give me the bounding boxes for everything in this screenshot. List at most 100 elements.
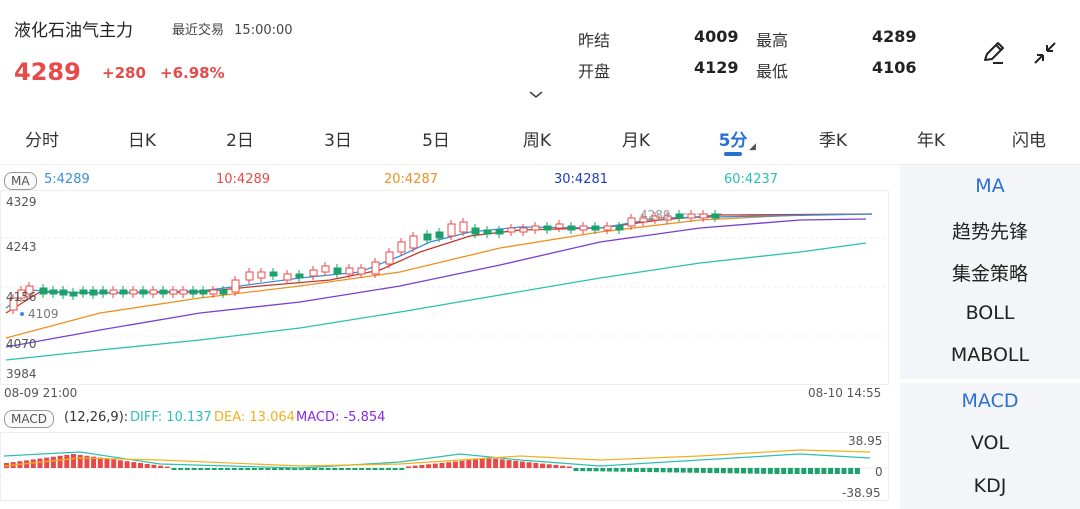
macd-bar	[627, 468, 633, 472]
candle-body	[149, 289, 158, 295]
tab-2[interactable]: 2日	[226, 131, 254, 151]
candle-body	[179, 289, 188, 295]
candle-body	[663, 215, 672, 221]
ma-badge[interactable]: MA	[4, 172, 37, 190]
macd-bar	[225, 468, 231, 470]
ma60-value: 60:4237	[724, 172, 779, 187]
candle-body	[295, 273, 304, 279]
y-axis-label: 4329	[6, 195, 37, 209]
price-change-pct: +6.98%	[160, 64, 225, 82]
indicator-maboll[interactable]: MABOLL	[950, 344, 1030, 366]
candle-body	[99, 289, 108, 295]
macd-bar	[406, 466, 411, 468]
candle-body	[371, 261, 380, 275]
macd-bar	[124, 461, 130, 468]
macd-bar	[151, 464, 157, 468]
indicator-jijin-strategy[interactable]: 集金策略	[951, 263, 1028, 285]
macd-bar	[660, 468, 666, 473]
ma30-line	[5, 218, 867, 348]
active-tab-indicator	[724, 152, 742, 156]
macd-bar	[117, 460, 123, 468]
macd-bar	[540, 463, 545, 468]
candle-body	[627, 217, 636, 227]
y-axis-label: 4156	[6, 290, 37, 304]
tab-0[interactable]: 分时	[25, 131, 59, 151]
macd-dea: DEA: 13.064	[214, 410, 295, 425]
macd-bar	[754, 468, 760, 474]
indicator-boll[interactable]: BOLL	[965, 302, 1015, 324]
macd-bar	[104, 458, 110, 468]
macd-bar	[138, 463, 143, 468]
tab-1[interactable]: 日K	[127, 131, 157, 151]
macd-diff: DIFF: 10.137	[130, 410, 212, 425]
macd-value: MACD: -5.854	[296, 410, 386, 425]
time-start-label: 08-09 21:00	[4, 386, 78, 400]
macd-bar	[339, 468, 344, 470]
indicator-kdj[interactable]: KDJ	[973, 475, 1007, 497]
macd-bar	[486, 458, 492, 468]
indicator-trend-pioneer[interactable]: 趋势先锋	[951, 221, 1028, 243]
macd-bar	[781, 468, 787, 474]
macd-bar	[71, 454, 76, 468]
high-value: 4289	[872, 27, 917, 46]
macd-bar	[97, 457, 103, 468]
macd-bar	[513, 460, 519, 468]
candle-body	[269, 271, 278, 277]
macd-bar	[794, 468, 800, 474]
macd-bar	[158, 465, 164, 468]
macd-bar	[687, 468, 693, 473]
macd-badge[interactable]: MACD	[4, 410, 54, 428]
y-axis-label: 3984	[6, 367, 37, 381]
macd-chart[interactable]	[0, 432, 890, 502]
macd-bar	[700, 468, 706, 473]
macd-bar	[546, 464, 552, 468]
macd-bar	[285, 468, 291, 470]
macd-bar	[305, 468, 311, 470]
candle-body	[129, 289, 138, 295]
expand-header-icon[interactable]	[528, 88, 544, 102]
tab-7[interactable]: 5分	[718, 131, 748, 151]
tab-5[interactable]: 周K	[522, 131, 552, 151]
macd-bar	[144, 463, 150, 468]
tab-6[interactable]: 月K	[621, 131, 651, 151]
macd-y-mid: 0	[875, 465, 883, 479]
candle-body	[687, 213, 696, 219]
indicator-ma[interactable]: MA	[975, 175, 1005, 197]
macd-bar	[653, 468, 659, 473]
candle-body	[471, 227, 480, 235]
macd-bar	[198, 468, 204, 470]
macd-bar	[37, 458, 43, 468]
tab-9[interactable]: 年K	[916, 131, 946, 151]
tab-10[interactable]: 闪电	[1012, 131, 1046, 151]
candlestick-chart[interactable]	[0, 190, 890, 386]
candle-body	[79, 289, 88, 295]
candle-body	[159, 289, 168, 295]
macd-bar	[372, 468, 378, 470]
indicator-macd[interactable]: MACD	[961, 390, 1019, 412]
macd-bar	[191, 468, 197, 470]
tab-8[interactable]: 季K	[818, 131, 848, 151]
macd-bar	[834, 468, 840, 474]
macd-bar	[91, 456, 97, 468]
candle-body	[567, 225, 576, 231]
macd-bar	[77, 454, 83, 468]
indicator-vol[interactable]: VOL	[970, 432, 1010, 454]
macd-bar	[50, 456, 56, 468]
candle-body	[25, 285, 34, 295]
collapse-icon[interactable]	[1028, 36, 1062, 70]
edit-icon[interactable]	[976, 36, 1010, 70]
tab-dropdown-icon[interactable]: ◢	[749, 142, 756, 152]
macd-bar	[801, 468, 807, 474]
last-trade-label: 最近交易	[172, 23, 225, 38]
candle-body	[711, 213, 720, 219]
macd-bar	[848, 468, 854, 474]
macd-bar	[365, 468, 371, 470]
low-marker-dot	[20, 312, 24, 316]
macd-bar	[600, 468, 606, 472]
candle-body	[615, 225, 624, 231]
macd-bar	[412, 465, 418, 468]
macd-bar	[560, 465, 566, 468]
macd-bar	[613, 468, 619, 472]
tab-4[interactable]: 5日	[422, 131, 450, 151]
tab-3[interactable]: 3日	[324, 131, 352, 151]
